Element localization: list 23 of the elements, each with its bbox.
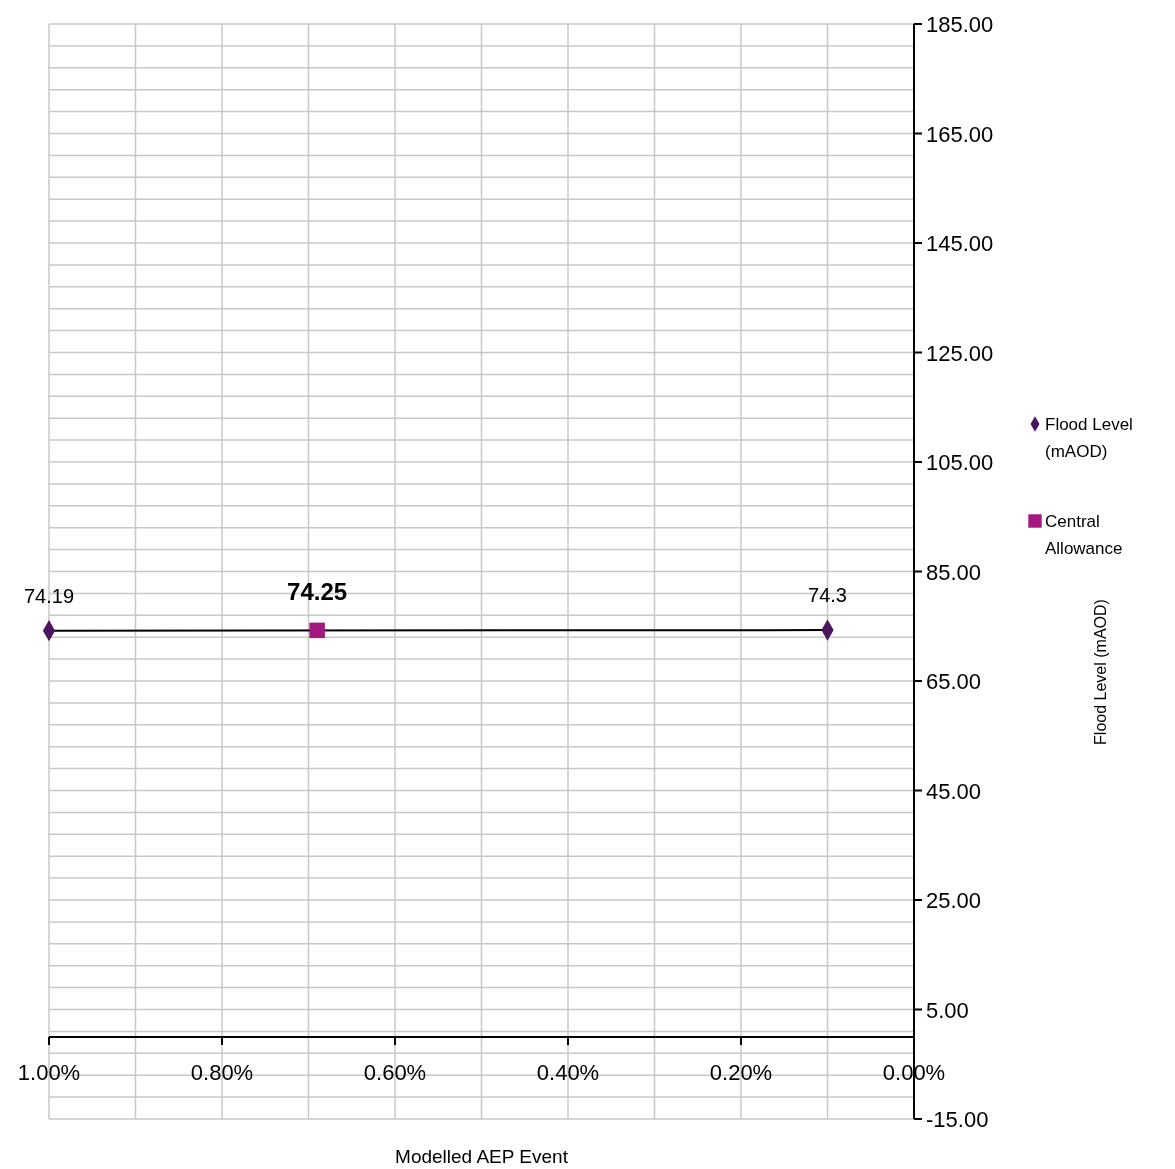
data-label: 74.25	[287, 578, 348, 606]
y-tick-label: 185.00	[926, 12, 994, 37]
y-tick-label: 85.00	[926, 559, 982, 585]
x-axis-title: Modelled AEP Event	[395, 1146, 569, 1167]
y-tick-label: 65.00	[926, 669, 982, 694]
y-tick-label: 125.00	[926, 340, 994, 366]
x-tick-label: 0.80%	[190, 1059, 254, 1085]
text: Flood Level (mAOD)	[1092, 599, 1109, 745]
legend-label: Central Allowance	[1045, 512, 1123, 558]
y-tick-label: 105.00	[926, 450, 994, 475]
y-tick-label: 145.00	[926, 231, 994, 256]
x-tick-label: 0.20%	[709, 1059, 773, 1085]
data-label: 74.19	[23, 584, 75, 607]
x-tick-label: 1.00%	[17, 1059, 81, 1085]
legend-label: Flood Level (mAOD)	[1045, 415, 1133, 461]
y-tick-label: -15.00	[926, 1107, 989, 1132]
y-tick-label: 5.00	[926, 997, 969, 1023]
y-tick-label: 165.00	[926, 121, 994, 147]
y-tick-label: 25.00	[926, 888, 982, 913]
x-tick-label: 0.60%	[363, 1059, 427, 1085]
y-tick-label: 45.00	[926, 778, 982, 804]
x-tick-label: 0.40%	[536, 1059, 600, 1085]
data-label: 74.3	[808, 584, 847, 607]
